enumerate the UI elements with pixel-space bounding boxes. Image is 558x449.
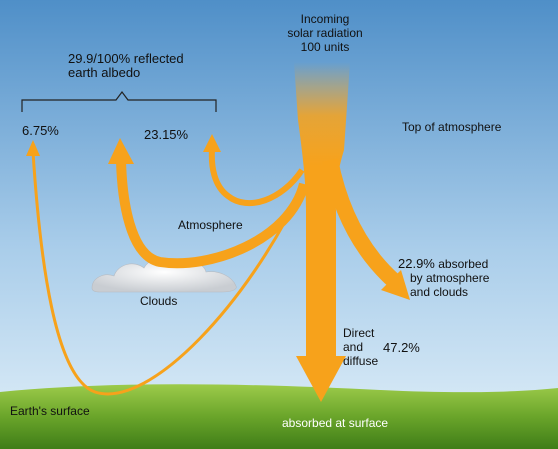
direct-line-2: and	[343, 340, 364, 354]
albedo-brace	[21, 91, 217, 112]
incoming-line-3: 100 units	[300, 40, 350, 54]
surface-absorbed-arrowhead	[296, 356, 346, 402]
surface-reflected-arrow	[31, 151, 304, 396]
surface-reflected-pct: 6.75%	[22, 123, 59, 138]
atmosphere-reflected-arrowhead	[203, 134, 221, 152]
albedo-line-1: 29.9/100% reflected	[68, 51, 184, 66]
direct-line-3: diffuse	[343, 354, 379, 368]
absorbed-atmosphere-line-3: and clouds	[410, 285, 469, 299]
cloud-reflected-arrowhead	[108, 138, 134, 164]
absorbed-atmosphere-label: 22.9% absorbed by atmosphere and clouds	[398, 256, 490, 300]
incoming-beam	[294, 62, 350, 360]
atmosphere-reflected-arrow	[208, 149, 305, 207]
incoming-label: Incoming solar radiation 100 units	[270, 12, 380, 54]
cloud-reflected-arrow	[116, 159, 309, 269]
direct-diffuse-label: Direct and diffuse	[343, 326, 378, 368]
atmosphere-label: Atmosphere	[178, 218, 243, 232]
absorbed-atmosphere-line-1: absorbed	[438, 257, 489, 271]
clouds-label: Clouds	[140, 294, 178, 308]
incoming-line-1: Incoming	[300, 12, 350, 26]
albedo-label: 29.9/100% reflected earth albedo	[68, 52, 184, 80]
surface-reflected-arrowhead	[26, 140, 40, 156]
absorbed-atmosphere-pct: 22.9%	[398, 256, 435, 271]
albedo-line-2: earth albedo	[68, 65, 141, 80]
incoming-line-2: solar radiation	[287, 26, 363, 40]
earth-surface-label: Earth's surface	[10, 404, 90, 418]
top-of-atmosphere-label: Top of atmosphere	[402, 120, 502, 134]
direct-line-1: Direct	[343, 326, 375, 340]
cloud-reflected-pct: 23.15%	[144, 127, 189, 142]
absorbed-atmosphere-arrowhead	[381, 270, 410, 300]
earth-surface	[0, 384, 558, 449]
absorbed-surface-label: absorbed at surface	[282, 416, 389, 430]
direct-pct: 47.2%	[383, 340, 420, 355]
absorbed-atmosphere-line-2: by atmosphere	[410, 271, 490, 285]
